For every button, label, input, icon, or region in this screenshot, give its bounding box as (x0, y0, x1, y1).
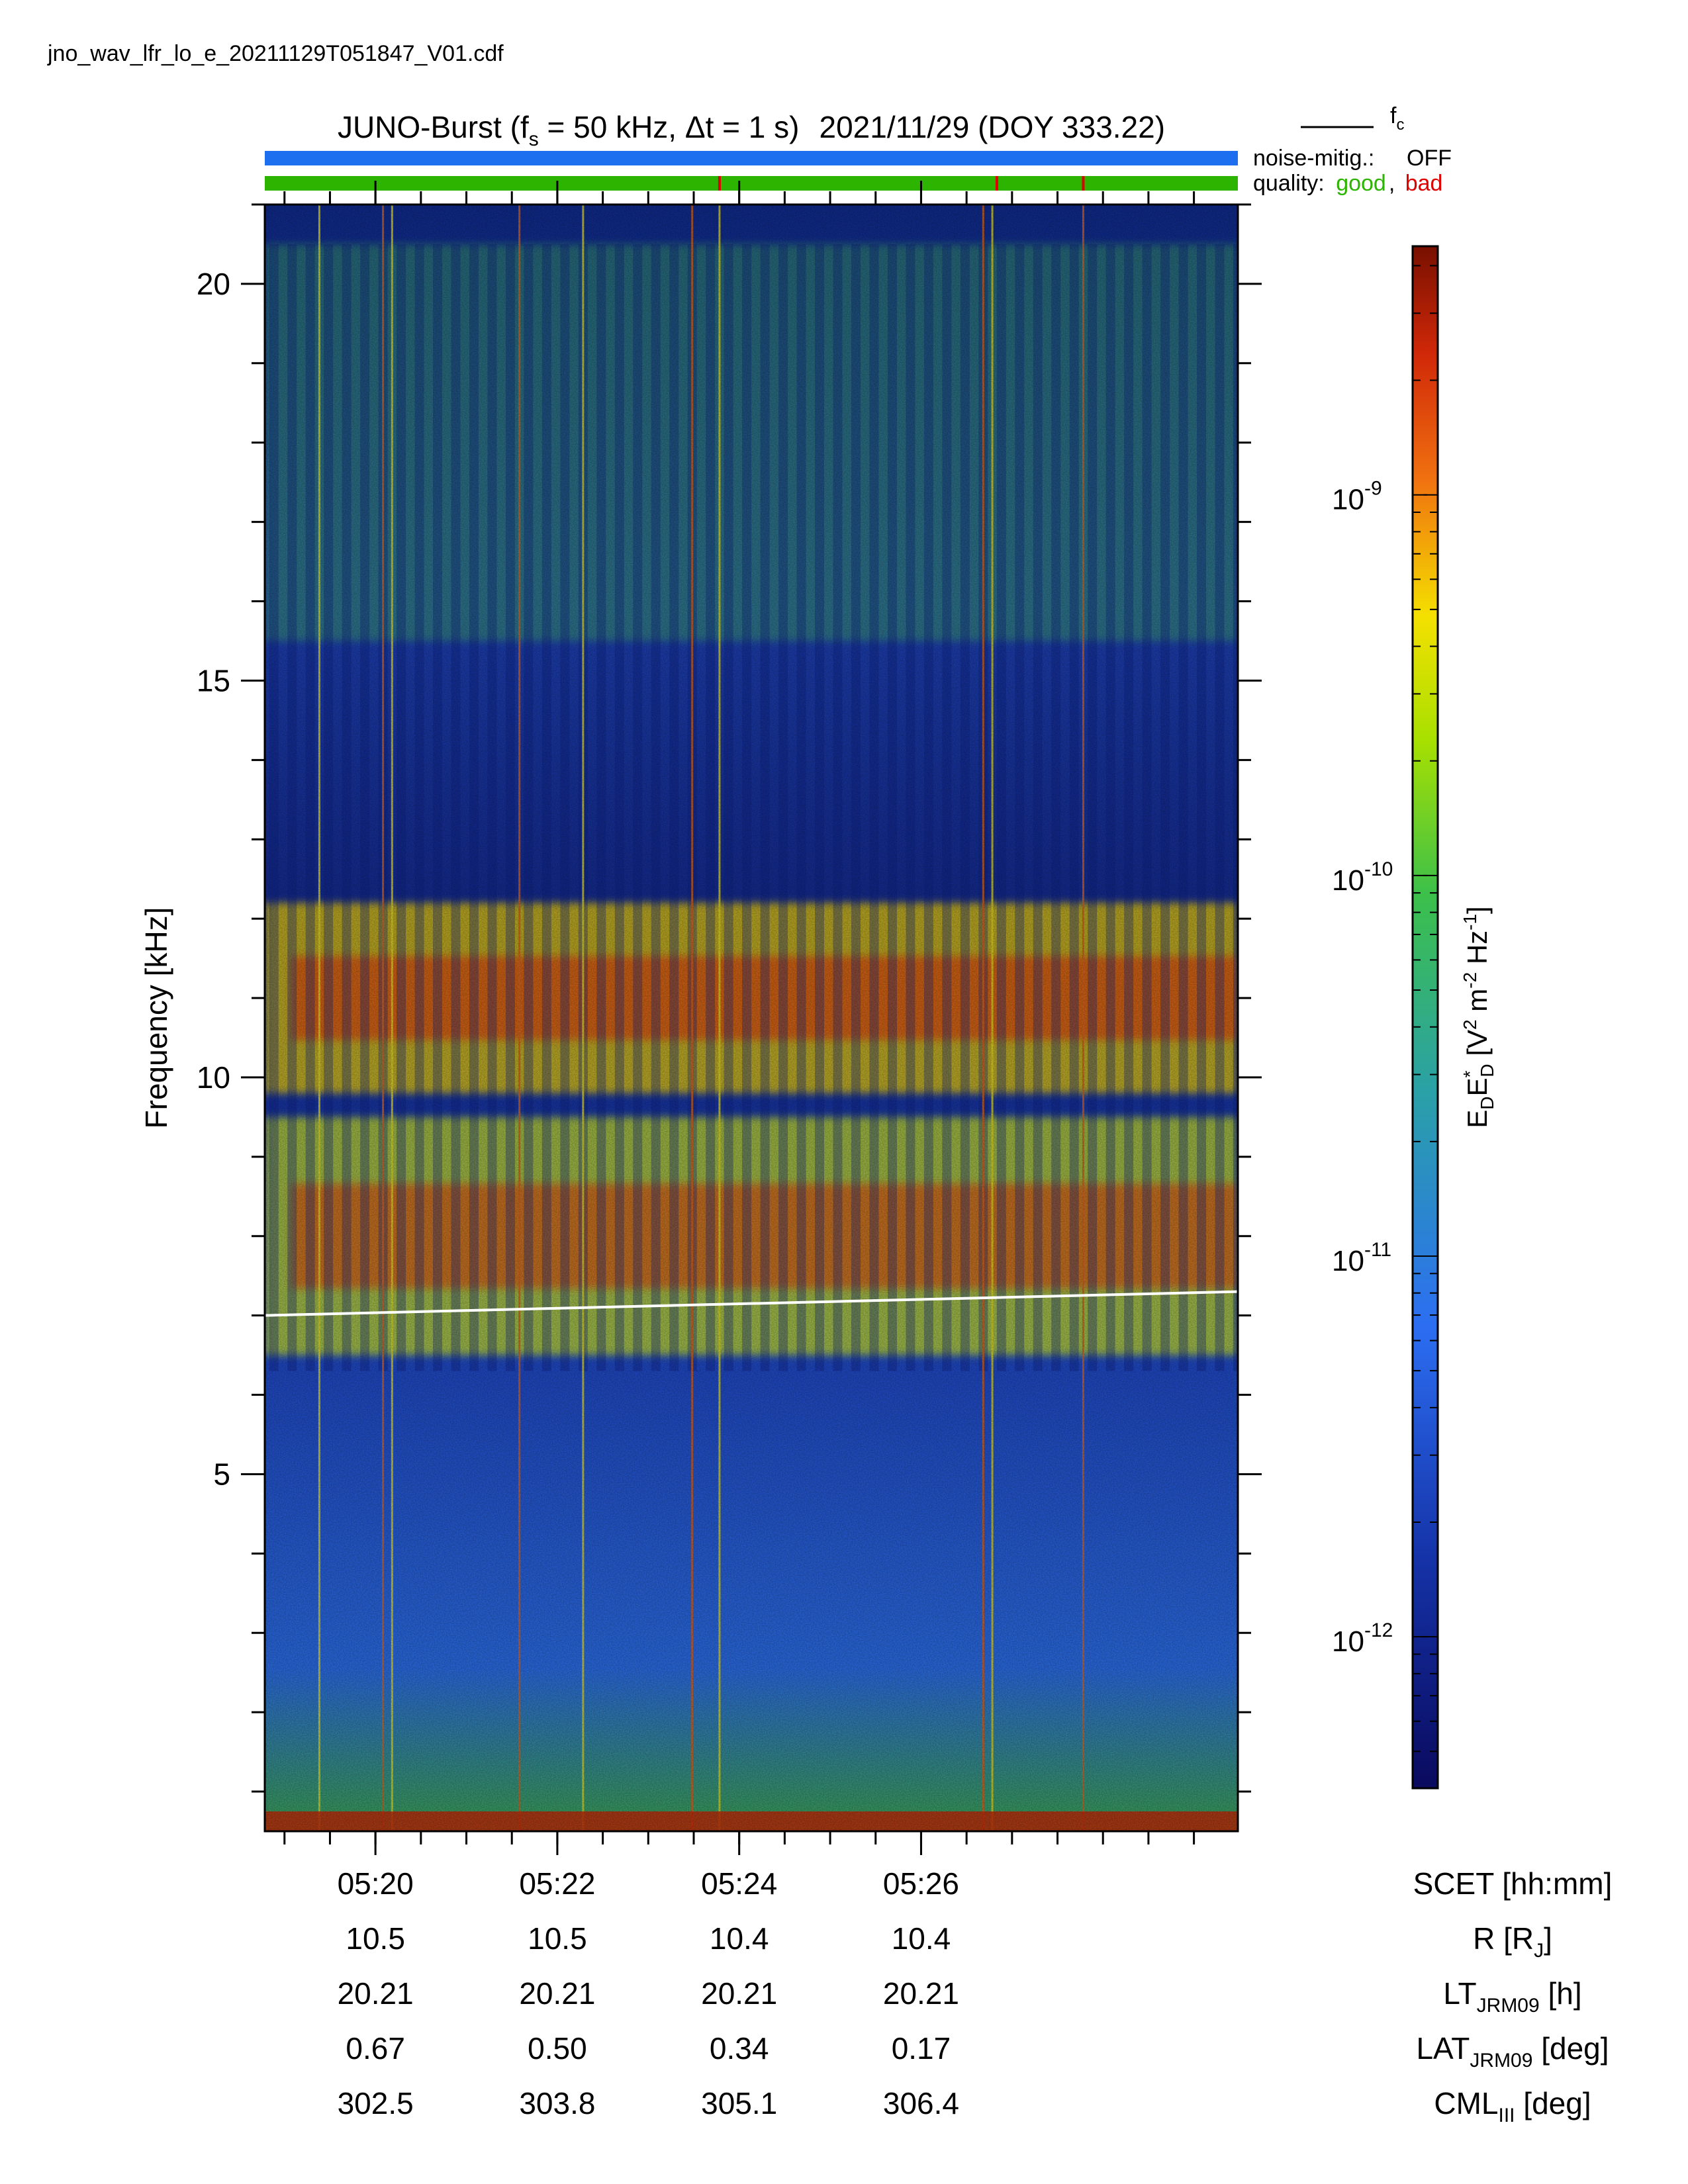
quality-bad-mark (995, 176, 998, 191)
ephemeris-cml-value: 303.8 (519, 2086, 595, 2120)
ephemeris-lat-value: 0.50 (528, 2031, 587, 2066)
file-name: jno_wav_lfr_lo_e_20211129T051847_V01.cdf (47, 41, 504, 66)
cbar-label-star: * (1460, 1070, 1480, 1077)
ephemeris-lt-value: 20.21 (519, 1976, 595, 2011)
cbar-label-sup2: 2 (1460, 1019, 1480, 1030)
title-prefix: JUNO-Burst (f (338, 110, 529, 144)
quality-label: quality: good, bad (1253, 171, 1442, 196)
chart-title: JUNO-Burst (fs = 50 kHz, Δt = 1 s) 2021/1… (338, 110, 1165, 150)
cbar-label-units: [V (1462, 1030, 1493, 1064)
ephemeris-scet-value: 05:24 (701, 1866, 777, 1901)
ephemeris-scet-value: 05:20 (338, 1866, 414, 1901)
colorbar-ticks: 10-9 10-10 10-11 10-12 (1332, 265, 1438, 1789)
quality-bad-marks (718, 176, 1085, 191)
fc-sub: c (1396, 116, 1404, 134)
ephemeris-r-value: 10.5 (528, 1921, 587, 1956)
noise-mitig-bar (265, 151, 1238, 165)
quality-good-text: good (1336, 171, 1386, 196)
ephemeris-lat-value: 0.67 (346, 2031, 405, 2066)
ephemeris-lt-value: 20.21 (701, 1976, 777, 2011)
cbar-label-sup4: -1 (1460, 914, 1480, 931)
noise-mitig-label: noise-mitig.: (1253, 146, 1374, 171)
colorbar-label: EDE*D [V2 m-2 Hz-1] (1460, 906, 1497, 1128)
ephemeris-row-label: LTJRM09 [h] (1443, 1976, 1581, 2017)
ephemeris-lat-value: 0.17 (892, 2031, 951, 2066)
title-fs-rest: = 50 kHz, Δt = 1 s) (539, 110, 800, 144)
cbar-tick-label: 10-12 (1332, 1619, 1393, 1658)
x-axis (283, 181, 1196, 1855)
quality-separator: , (1389, 171, 1395, 196)
y-tick-label: 5 (213, 1457, 230, 1491)
ephemeris-r-value: 10.4 (892, 1921, 951, 1956)
ephemeris-scet-value: 05:26 (883, 1866, 959, 1901)
ephemeris-row-label: CMLIII [deg] (1434, 2086, 1591, 2126)
ephemeris-lt-value: 20.21 (338, 1976, 414, 2011)
title-date: 2021/11/29 (DOY 333.22) (819, 110, 1165, 144)
quality-label-text: quality: (1253, 171, 1325, 196)
fc-legend-label: fc (1390, 103, 1404, 134)
title-fs-sub: s (529, 128, 539, 150)
cbar-label-d2: D (1477, 1064, 1497, 1077)
ephemeris-row-label: LATJRM09 [deg] (1416, 2031, 1609, 2071)
spectrogram-grain (265, 205, 1238, 1831)
cbar-label-d1: D (1477, 1096, 1497, 1109)
spectrogram (265, 205, 1238, 1831)
cbar-label-e2: E (1462, 1077, 1493, 1096)
ephemeris-scet-value: 05:22 (519, 1866, 595, 1901)
colorbar (1411, 245, 1439, 1790)
plot-frame (263, 203, 1239, 1833)
y-tick-label: 10 (197, 1060, 230, 1095)
y-axis: 5 10 15 20 (197, 203, 1262, 1793)
ephemeris-row-label: R [RJ] (1473, 1921, 1552, 1962)
quality-bad-mark (718, 176, 721, 191)
cbar-tick-label: 10-9 (1332, 478, 1382, 516)
noise-mitig-value: OFF (1407, 146, 1452, 171)
quality-bad-text: bad (1405, 171, 1443, 196)
cbar-label-units3: Hz (1462, 931, 1493, 972)
y-tick-label: 20 (197, 267, 230, 301)
quality-bar (265, 176, 1238, 191)
ephemeris-cml-value: 302.5 (338, 2086, 414, 2120)
cbar-tick-label: 10-10 (1332, 858, 1393, 897)
ephemeris-r-value: 10.4 (710, 1921, 769, 1956)
ephemeris-r-value: 10.5 (346, 1921, 405, 1956)
fc-symbol: f (1390, 103, 1397, 128)
ephemeris-cml-value: 306.4 (883, 2086, 959, 2120)
ephemeris-row-label: SCET [hh:mm] (1413, 1866, 1613, 1901)
cbar-tick-label: 10-11 (1332, 1239, 1391, 1277)
quality-bad-mark (1082, 176, 1085, 191)
cbar-label-sup3: -2 (1460, 972, 1480, 989)
y-tick-label: 15 (197, 663, 230, 698)
ephemeris-table: 05:20 10.5 20.21 0.67 302.5 05:22 10.5 20.21 0.5… (338, 1866, 1613, 2126)
ephemeris-lt-value: 20.21 (883, 1976, 959, 2011)
cbar-label-end: ] (1462, 906, 1493, 914)
cbar-label-e1: E (1462, 1110, 1493, 1128)
ephemeris-cml-value: 305.1 (701, 2086, 777, 2120)
ephemeris-lat-value: 0.34 (710, 2031, 769, 2066)
fc-line (265, 1290, 1238, 1317)
cbar-label-units2: m (1462, 989, 1493, 1020)
y-axis-label: Frequency [kHz] (139, 907, 173, 1129)
